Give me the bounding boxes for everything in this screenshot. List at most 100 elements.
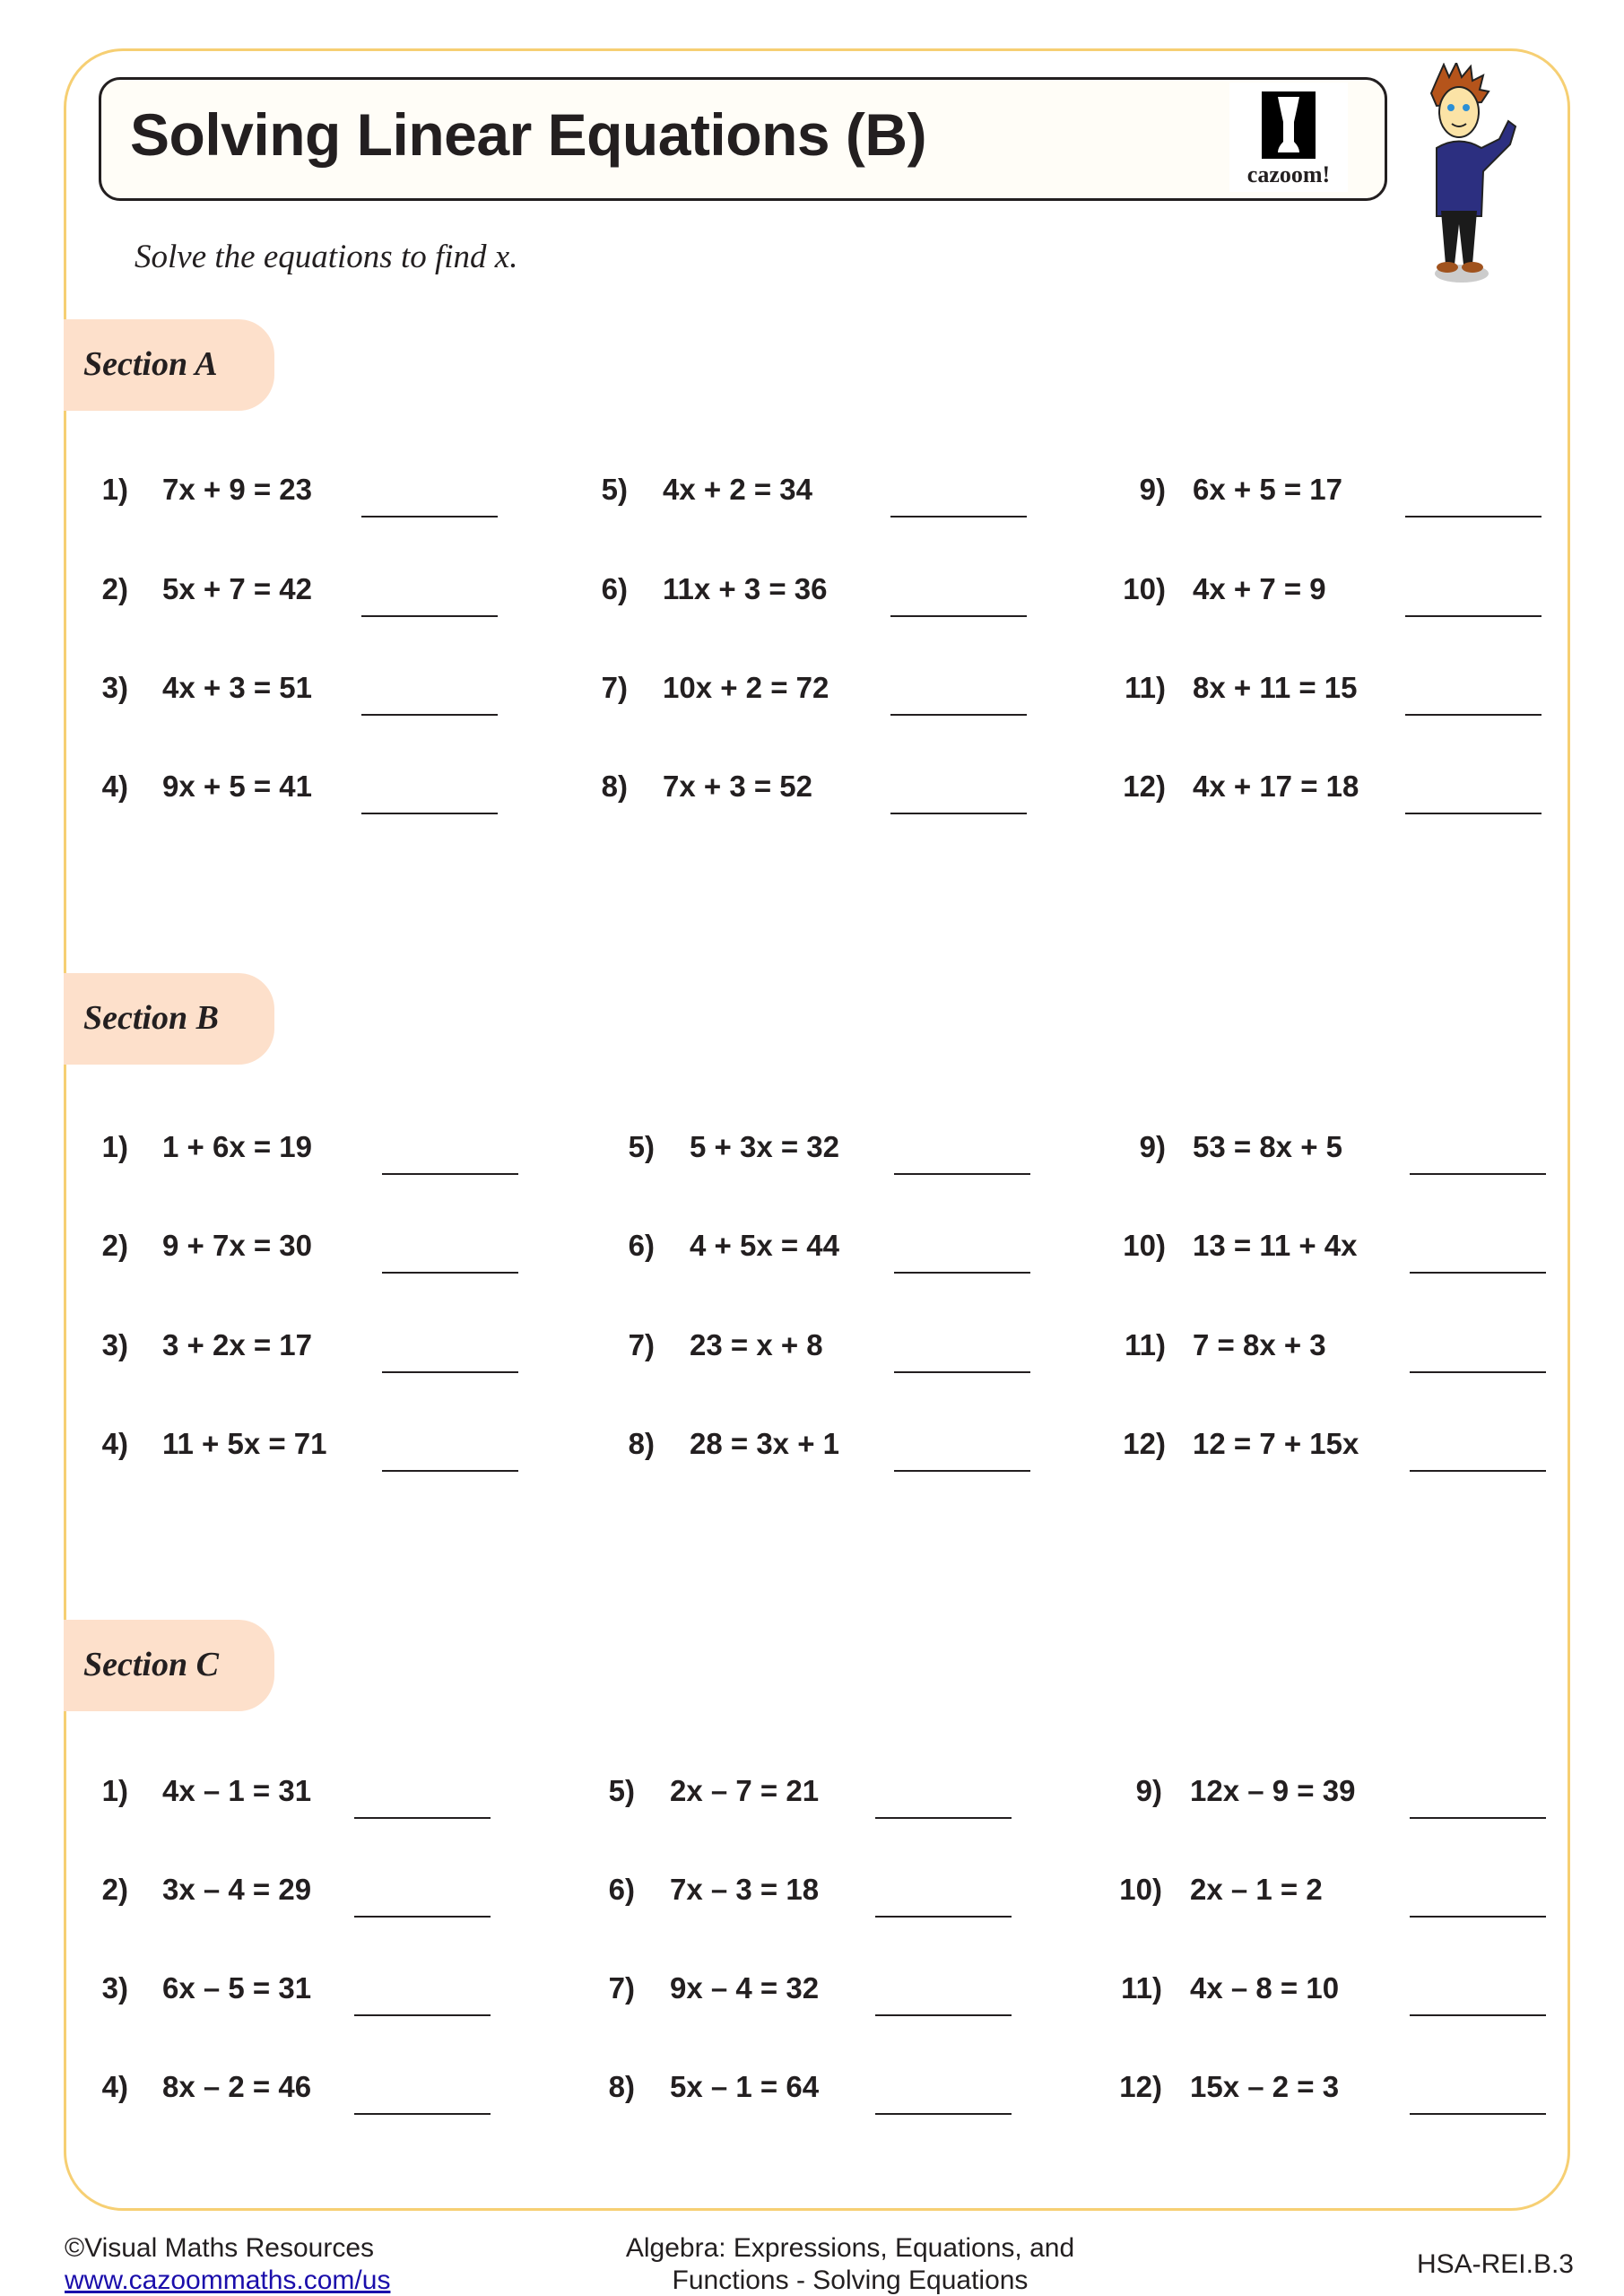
- answer-blank[interactable]: [894, 1173, 1030, 1175]
- answer-blank[interactable]: [354, 1817, 491, 1819]
- question-number: 7): [608, 1971, 635, 2005]
- question-number: 12): [1119, 2070, 1162, 2103]
- equation: 13 = 11 + 4x: [1193, 1229, 1358, 1262]
- answer-blank[interactable]: [1410, 2113, 1546, 2115]
- answer-blank[interactable]: [1410, 1371, 1546, 1373]
- equation: 5 + 3x = 32: [690, 1130, 839, 1163]
- section-label: Section B: [83, 999, 219, 1037]
- answer-blank[interactable]: [1410, 1272, 1546, 1274]
- answer-blank[interactable]: [890, 615, 1027, 617]
- answer-blank[interactable]: [894, 1470, 1030, 1472]
- answer-blank[interactable]: [894, 1272, 1030, 1274]
- question-number: 9): [1139, 473, 1166, 506]
- question-number: 1): [101, 1130, 128, 1163]
- answer-blank[interactable]: [1410, 1916, 1546, 1918]
- equation: 4x – 1 = 31: [162, 1774, 312, 1807]
- equation: 3 + 2x = 17: [162, 1328, 312, 1361]
- answer-blank[interactable]: [1410, 1470, 1546, 1472]
- answer-blank[interactable]: [354, 2014, 491, 2016]
- section-label: Section A: [83, 345, 218, 383]
- equation: 12x – 9 = 39: [1190, 1774, 1356, 1807]
- equation: 6x + 5 = 17: [1193, 473, 1342, 506]
- answer-blank[interactable]: [1405, 813, 1541, 814]
- question-number: 8): [601, 770, 628, 803]
- equation: 7x + 3 = 52: [663, 770, 812, 803]
- equation: 4 + 5x = 44: [690, 1229, 839, 1262]
- equation: 7x + 9 = 23: [162, 473, 312, 506]
- equation: 8x – 2 = 46: [162, 2070, 312, 2103]
- section-header: Section B: [64, 973, 274, 1065]
- answer-blank[interactable]: [875, 2113, 1012, 2115]
- answer-blank[interactable]: [361, 615, 498, 617]
- equation: 4x – 8 = 10: [1190, 1971, 1340, 2005]
- answer-blank[interactable]: [875, 1916, 1012, 1918]
- equation: 11 + 5x = 71: [162, 1427, 327, 1460]
- section-header: Section C: [64, 1620, 274, 1711]
- answer-blank[interactable]: [354, 1916, 491, 1918]
- question-number: 5): [628, 1130, 655, 1163]
- question-number: 5): [608, 1774, 635, 1807]
- answer-blank[interactable]: [894, 1371, 1030, 1373]
- answer-blank[interactable]: [382, 1173, 518, 1175]
- question-number: 11): [1125, 1328, 1166, 1361]
- section-label: Section C: [83, 1646, 219, 1683]
- equation: 4x + 3 = 51: [162, 671, 312, 704]
- question-number: 3): [101, 1328, 128, 1361]
- topic-line-1: Algebra: Expressions, Equations, and: [625, 2233, 1075, 2263]
- answer-blank[interactable]: [361, 714, 498, 716]
- question-number: 10): [1119, 1873, 1162, 1906]
- answer-blank[interactable]: [382, 1371, 518, 1373]
- page-title: Solving Linear Equations (B): [130, 101, 927, 168]
- question-number: 5): [601, 473, 628, 506]
- question-number: 8): [628, 1427, 655, 1460]
- question-number: 12): [1123, 1427, 1166, 1460]
- answer-blank[interactable]: [875, 1817, 1012, 1819]
- answer-blank[interactable]: [890, 516, 1027, 517]
- equation: 15x – 2 = 3: [1190, 2070, 1340, 2103]
- answer-blank[interactable]: [890, 813, 1027, 814]
- equation: 2x – 7 = 21: [670, 1774, 820, 1807]
- equation: 5x + 7 = 42: [162, 572, 312, 605]
- equation: 7 = 8x + 3: [1193, 1328, 1326, 1361]
- question-number: 2): [101, 572, 128, 605]
- answer-blank[interactable]: [382, 1470, 518, 1472]
- answer-blank[interactable]: [1405, 615, 1541, 617]
- question-number: 7): [601, 671, 628, 704]
- worksheet-border: [64, 48, 1570, 2211]
- cartoon-boy-icon: [1429, 63, 1517, 283]
- question-number: 2): [101, 1229, 128, 1262]
- question-number: 10): [1123, 1229, 1166, 1262]
- equation: 11x + 3 = 36: [663, 572, 828, 605]
- answer-blank[interactable]: [890, 714, 1027, 716]
- answer-blank[interactable]: [1410, 1173, 1546, 1175]
- equation: 7x – 3 = 18: [670, 1873, 820, 1906]
- answer-blank[interactable]: [361, 813, 498, 814]
- question-number: 8): [608, 2070, 635, 2103]
- title-box: [99, 77, 1387, 201]
- equation: 6x – 5 = 31: [162, 1971, 312, 2005]
- question-number: 9): [1135, 1774, 1162, 1807]
- answer-blank[interactable]: [354, 2113, 491, 2115]
- answer-blank[interactable]: [382, 1272, 518, 1274]
- equation: 28 = 3x + 1: [690, 1427, 839, 1460]
- question-number: 3): [101, 1971, 128, 2005]
- answer-blank[interactable]: [1410, 2014, 1546, 2016]
- answer-blank[interactable]: [1405, 516, 1541, 517]
- question-number: 9): [1139, 1130, 1166, 1163]
- topic-line-2: Functions - Solving Equations: [672, 2266, 1029, 2295]
- question-number: 6): [608, 1873, 635, 1906]
- answer-blank[interactable]: [875, 2014, 1012, 2016]
- standard-code: HSA-REI.B.3: [1416, 2249, 1574, 2279]
- answer-blank[interactable]: [361, 516, 498, 517]
- instruction-text: Solve the equations to find x.: [135, 239, 518, 275]
- question-number: 1): [101, 473, 128, 506]
- answer-blank[interactable]: [1410, 1817, 1546, 1819]
- answer-blank[interactable]: [1405, 714, 1541, 716]
- question-number: 4): [101, 770, 128, 803]
- equation: 8x + 11 = 15: [1193, 671, 1358, 704]
- website-link[interactable]: www.cazoommaths.com/us: [65, 2266, 391, 2295]
- equation: 12 = 7 + 15x: [1193, 1427, 1359, 1460]
- equation: 3x – 4 = 29: [162, 1873, 312, 1906]
- copyright-text: ©Visual Maths Resources: [65, 2233, 375, 2263]
- equation: 9 + 7x = 30: [162, 1229, 312, 1262]
